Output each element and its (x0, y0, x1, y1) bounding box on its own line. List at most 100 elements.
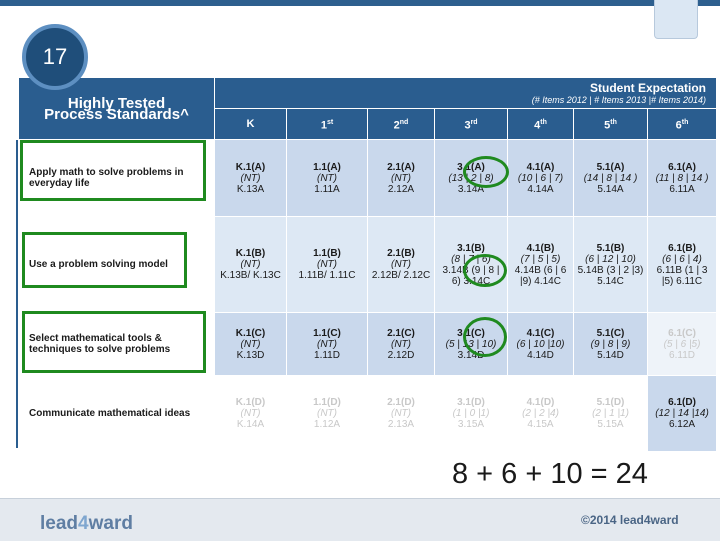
highlight-circle-3-1b (463, 254, 507, 287)
standard-items: (5 | 6 |5) (663, 338, 701, 350)
grade-suffix: nd (399, 118, 409, 126)
highlight-box-apply-math (20, 140, 206, 201)
standard-std: 4.14D (527, 349, 554, 361)
standard-std: 2.12D (387, 349, 415, 361)
standard-std: K.13A (236, 183, 265, 195)
grade-suffix: th (681, 118, 689, 126)
grade-label: 1 (320, 119, 327, 132)
standard-items: (12 | 14 |14) (655, 408, 709, 419)
standard-code: 1.1(A) (313, 161, 341, 173)
table-row: Select mathematical tools & techniques t… (18, 312, 718, 376)
grade-label: 6 (675, 119, 682, 132)
highlight-circle-3-1a (463, 156, 509, 188)
grade-suffix: st (326, 118, 334, 126)
standard-cell: 5.1(C) (9 | 8 | 9) 5.14D (573, 312, 648, 376)
standard-items: (6 | 6 | 4) (662, 253, 702, 265)
table-title-cell: Highly Tested Process Standards^ (18, 77, 215, 140)
standard-items: (NT) (240, 408, 261, 419)
standard-items: (10 | 6 | 7) (517, 172, 564, 184)
grade-label: 5 (604, 119, 611, 132)
standard-std: 5.14A (597, 183, 624, 195)
standard-code: 2.1(B) (387, 248, 415, 259)
grade-suffix: rd (470, 118, 478, 126)
grade-header-1: 1st (286, 108, 368, 140)
grade-header-4: 4th (507, 108, 574, 140)
standard-code: 5.1(B) (596, 242, 625, 254)
standard-code: K.1(A) (235, 161, 266, 173)
standard-items: (NT) (391, 259, 411, 270)
standard-items: (6 | 10 |10) (516, 338, 565, 350)
standard-items: (11 | 8 | 14 ) (655, 172, 709, 184)
standard-cell: 4.1(A) (10 | 6 | 7) 4.14A (507, 139, 574, 217)
standard-cell: 6.1(D) (12 | 14 |14) 6.12A (646, 375, 718, 452)
title-line-2: Process Standards^ (44, 105, 189, 123)
standard-items: (NT) (240, 259, 261, 270)
standard-items: (2 | 2 |4) (522, 408, 559, 419)
grade-header-k: K (214, 108, 287, 140)
standard-std: 5.14D (597, 349, 624, 361)
expectation-subtitle: (# Items 2012 | # Items 2013 |# Items 20… (531, 94, 707, 105)
brand-post: ward (88, 513, 133, 534)
standard-cell: K.1(C) (NT) K.13D (214, 312, 287, 376)
brand-pre: lead (40, 513, 79, 534)
standard-code: 1.1(C) (313, 327, 341, 339)
standard-cell: 1.1(A) (NT) 1.11A (286, 139, 368, 217)
standard-items: (NT) (317, 408, 337, 419)
standard-cell: 1.1(D) (NT) 1.12A (286, 375, 368, 452)
standard-std: 1.11B/ 1.11C (298, 270, 356, 281)
grade-header-6: 6th (646, 108, 718, 140)
standard-cell: 2.1(B) (NT) 2.12B/ 2.12C (367, 216, 435, 313)
standard-std: 3.14A (457, 183, 485, 195)
grade-label: K (246, 117, 255, 130)
grade-suffix: th (610, 118, 617, 126)
standard-code: K.1(B) (235, 248, 266, 259)
standard-code: 6.1(C) (668, 327, 696, 339)
standard-std: K.14A (236, 419, 265, 430)
slide-number: 17 (42, 44, 68, 69)
brand-logo: lead4ward (40, 513, 133, 535)
standard-code: 4.1(C) (526, 327, 555, 339)
standard-code: 4.1(B) (526, 242, 555, 254)
standard-code: 6.1(D) (668, 397, 696, 408)
process-label: Communicate mathematical ideas (18, 375, 215, 452)
standard-std: 4.14B (6 | 6 |9) 4.14C (514, 264, 567, 287)
standard-items: (9 | 8 | 9) (590, 338, 631, 350)
footer-bar (0, 498, 720, 541)
standard-code: 2.1(A) (387, 161, 415, 173)
grade-label: 2 (393, 119, 400, 132)
standard-code: 1.1(D) (313, 397, 341, 408)
highlight-box-select-tools (22, 311, 206, 373)
standard-cell: 4.1(C) (6 | 10 |10) 4.14D (507, 312, 574, 376)
top-accent-bar (0, 0, 720, 6)
item-sum-equation: 8 + 6 + 10 = 24 (452, 458, 648, 490)
standard-std: K.13D (236, 349, 265, 361)
standard-std: 6.12A (668, 419, 696, 430)
standard-cell: 6.1(C) (5 | 6 |5) 6.11D (646, 312, 718, 376)
grade-suffix: th (540, 118, 547, 126)
standard-std: 3.15A (457, 419, 485, 430)
grade-label: 3 (464, 119, 471, 132)
standard-items: (NT) (240, 338, 261, 350)
standard-cell: K.1(B) (NT) K.13B/ K.13C (214, 216, 287, 313)
standard-cell: K.1(A) (NT) K.13A (214, 139, 287, 217)
standard-std: 6.11D (669, 349, 695, 361)
standard-code: K.1(C) (235, 327, 266, 339)
standard-std: 2.13A (387, 419, 415, 430)
standard-cell: 6.1(A) (11 | 8 | 14 ) 6.11A (646, 139, 718, 217)
standard-code: 4.1(A) (526, 161, 555, 173)
standard-items: (NT) (391, 408, 411, 419)
standard-code: 5.1(D) (596, 397, 625, 408)
grade-label: 4 (534, 119, 541, 132)
standard-std: 5.14B (3 | 2 |3) 5.14C (577, 264, 644, 287)
standard-std: 4.15A (527, 419, 554, 430)
standard-cell: 5.1(A) (14 | 8 | 14 ) 5.14A (573, 139, 648, 217)
standard-code: 3.1(D) (457, 397, 485, 408)
highlight-box-problem-solving (22, 232, 187, 288)
standard-std: 5.15A (597, 419, 624, 430)
standard-items: (7 | 5 | 5) (520, 253, 561, 265)
standard-std: 1.11A (314, 183, 340, 195)
standard-cell: 5.1(D) (2 | 1 |1) 5.15A (573, 375, 648, 452)
top-decorative-tab (654, 0, 698, 39)
process-label: Apply math to solve problems in everyday… (18, 139, 215, 217)
standard-std: 1.12A (313, 419, 341, 430)
